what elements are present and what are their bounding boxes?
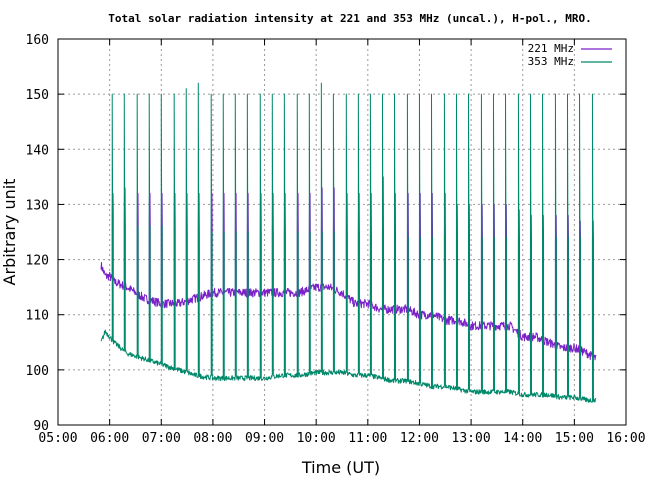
series-line-221-mhz xyxy=(100,176,597,361)
legend-label-353: 353 MHz xyxy=(528,55,574,68)
y-tick-label: 90 xyxy=(33,419,49,434)
chart-title: Total solar radiation intensity at 221 a… xyxy=(108,12,591,25)
plot-frame xyxy=(57,38,627,426)
y-tick-label: 110 xyxy=(26,309,49,324)
y-tick-label: 160 xyxy=(26,33,49,48)
x-tick-label: 15:00 xyxy=(555,431,594,446)
x-tick-label: 14:00 xyxy=(503,431,542,446)
x-tick-label: 10:00 xyxy=(297,431,336,446)
x-tick-label: 16:00 xyxy=(606,431,645,446)
series-layer xyxy=(100,82,597,403)
grid xyxy=(58,39,626,425)
x-tick-label: 06:00 xyxy=(90,431,129,446)
x-tick-label: 12:00 xyxy=(400,431,439,446)
x-tick-label: 05:00 xyxy=(38,431,77,446)
y-tick-label: 130 xyxy=(26,198,49,213)
y-tick-label: 150 xyxy=(26,88,49,103)
y-tick-label: 120 xyxy=(26,254,49,269)
series-line-353-mhz xyxy=(100,82,597,403)
x-axis-label: Time (UT) xyxy=(301,458,380,477)
x-tick-label: 11:00 xyxy=(348,431,387,446)
x-tick-label: 13:00 xyxy=(452,431,491,446)
x-tick-label: 07:00 xyxy=(142,431,181,446)
x-tick-label: 08:00 xyxy=(193,431,232,446)
legend: 221 MHz 353 MHz xyxy=(528,42,612,68)
y-axis-label: Arbitrary unit xyxy=(0,179,19,286)
y-tick-label: 140 xyxy=(26,143,49,158)
ticks: 05:00 06:00 07:00 08:00 09:00 10:00 11:00 12:00… xyxy=(26,33,646,446)
y-tick-label: 100 xyxy=(26,364,49,379)
legend-label-221: 221 MHz xyxy=(528,42,574,55)
x-tick-label: 09:00 xyxy=(245,431,284,446)
